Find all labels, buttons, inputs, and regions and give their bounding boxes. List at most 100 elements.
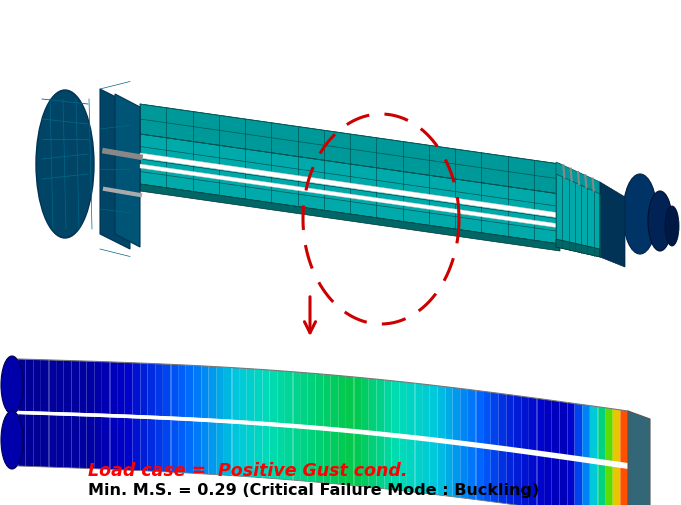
Polygon shape	[18, 414, 26, 466]
Polygon shape	[140, 154, 560, 219]
Ellipse shape	[1, 411, 23, 469]
Polygon shape	[247, 369, 255, 421]
Polygon shape	[483, 391, 491, 444]
Polygon shape	[86, 417, 94, 469]
Polygon shape	[308, 430, 315, 482]
Polygon shape	[33, 415, 41, 467]
Polygon shape	[399, 382, 407, 434]
Polygon shape	[346, 433, 353, 486]
Polygon shape	[368, 379, 377, 431]
Polygon shape	[64, 361, 72, 413]
Polygon shape	[590, 406, 597, 459]
Polygon shape	[491, 450, 498, 502]
Polygon shape	[330, 432, 338, 484]
Polygon shape	[125, 418, 132, 470]
Polygon shape	[415, 383, 422, 436]
Polygon shape	[613, 409, 620, 462]
Polygon shape	[323, 431, 330, 483]
Polygon shape	[537, 456, 544, 505]
Polygon shape	[323, 375, 330, 427]
Polygon shape	[285, 428, 293, 480]
Polygon shape	[140, 363, 148, 416]
Polygon shape	[437, 443, 445, 496]
Polygon shape	[217, 367, 224, 419]
Polygon shape	[102, 362, 110, 414]
Polygon shape	[285, 371, 293, 424]
Polygon shape	[41, 415, 48, 467]
Polygon shape	[178, 365, 186, 417]
Polygon shape	[377, 436, 384, 489]
Polygon shape	[453, 388, 460, 441]
Polygon shape	[308, 373, 315, 426]
Polygon shape	[255, 425, 262, 478]
Polygon shape	[338, 432, 346, 485]
Polygon shape	[384, 437, 392, 489]
Ellipse shape	[665, 207, 679, 246]
Polygon shape	[559, 401, 567, 454]
Polygon shape	[72, 416, 79, 468]
Ellipse shape	[623, 175, 657, 255]
Polygon shape	[628, 411, 650, 505]
Ellipse shape	[648, 191, 672, 251]
Polygon shape	[48, 415, 56, 468]
Polygon shape	[384, 380, 392, 433]
Polygon shape	[552, 458, 559, 505]
Polygon shape	[430, 442, 437, 495]
Polygon shape	[582, 405, 590, 458]
Polygon shape	[26, 415, 33, 467]
Polygon shape	[620, 468, 628, 505]
Polygon shape	[56, 416, 64, 468]
Polygon shape	[270, 370, 277, 423]
Polygon shape	[56, 361, 64, 413]
Polygon shape	[26, 360, 33, 412]
Polygon shape	[605, 408, 613, 461]
Polygon shape	[552, 400, 559, 453]
Polygon shape	[529, 455, 537, 505]
Polygon shape	[513, 453, 521, 505]
Polygon shape	[453, 445, 460, 497]
Polygon shape	[600, 183, 625, 268]
Polygon shape	[620, 410, 628, 463]
Polygon shape	[239, 424, 247, 477]
Polygon shape	[407, 383, 415, 435]
Polygon shape	[445, 444, 453, 497]
Polygon shape	[415, 440, 422, 493]
Polygon shape	[506, 452, 513, 504]
Polygon shape	[186, 365, 193, 418]
Polygon shape	[437, 386, 445, 439]
Polygon shape	[155, 364, 163, 416]
Polygon shape	[148, 364, 155, 416]
Polygon shape	[140, 165, 560, 229]
Polygon shape	[277, 371, 285, 423]
Polygon shape	[529, 397, 537, 450]
Polygon shape	[72, 361, 79, 413]
Polygon shape	[117, 418, 125, 470]
Polygon shape	[483, 449, 491, 501]
Polygon shape	[330, 375, 338, 428]
Ellipse shape	[36, 91, 94, 238]
Polygon shape	[232, 424, 239, 476]
Polygon shape	[140, 419, 148, 471]
Polygon shape	[293, 372, 300, 425]
Polygon shape	[353, 377, 361, 430]
Polygon shape	[100, 90, 130, 249]
Polygon shape	[521, 396, 529, 449]
Polygon shape	[224, 423, 232, 476]
Polygon shape	[597, 407, 605, 460]
Polygon shape	[468, 390, 475, 442]
Polygon shape	[575, 403, 582, 457]
Polygon shape	[277, 427, 285, 480]
Polygon shape	[132, 363, 140, 415]
Polygon shape	[86, 362, 94, 414]
Polygon shape	[300, 429, 308, 481]
Polygon shape	[155, 420, 163, 472]
Polygon shape	[315, 374, 323, 426]
Polygon shape	[353, 434, 361, 486]
Polygon shape	[201, 366, 208, 419]
Polygon shape	[262, 426, 270, 478]
Polygon shape	[217, 423, 224, 475]
Polygon shape	[368, 435, 377, 488]
Polygon shape	[315, 430, 323, 483]
Polygon shape	[597, 465, 605, 505]
Polygon shape	[193, 366, 201, 418]
